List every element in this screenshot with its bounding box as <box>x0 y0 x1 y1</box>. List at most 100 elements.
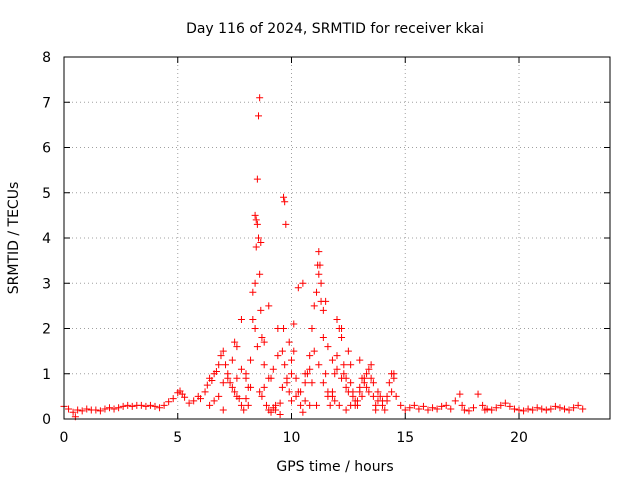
data-point <box>65 405 73 413</box>
data-point <box>306 365 314 373</box>
data-point <box>219 347 227 355</box>
data-point <box>397 401 405 409</box>
data-point <box>228 356 236 364</box>
data-point <box>142 402 150 410</box>
data-point <box>260 338 268 346</box>
x-tick-label: 20 <box>510 430 528 446</box>
data-point <box>308 379 316 387</box>
data-point <box>347 379 355 387</box>
data-point <box>506 402 514 410</box>
data-point <box>338 325 346 332</box>
data-point <box>406 404 414 412</box>
data-point <box>356 356 364 364</box>
data-point <box>365 388 373 396</box>
data-point <box>212 367 220 375</box>
data-point <box>392 392 400 400</box>
data-point <box>231 338 239 346</box>
data-point <box>363 370 371 378</box>
data-point <box>280 193 288 201</box>
data-point <box>282 220 290 228</box>
data-point <box>510 405 518 413</box>
data-point <box>276 399 284 407</box>
data-point <box>281 198 289 206</box>
data-point <box>319 379 327 387</box>
data-point <box>242 370 250 378</box>
data-point <box>344 347 352 355</box>
data-point <box>301 370 309 378</box>
data-point <box>347 361 355 369</box>
data-point <box>233 374 241 382</box>
data-point <box>257 239 265 247</box>
data-point <box>365 365 373 373</box>
data-point <box>447 405 455 413</box>
chart-title: Day 116 of 2024, SRMTID for receiver kka… <box>186 21 484 37</box>
data-point <box>74 406 82 414</box>
data-point <box>201 388 209 396</box>
data-point <box>101 405 109 413</box>
data-point <box>483 405 491 413</box>
data-point <box>369 392 377 400</box>
data-point <box>338 334 346 342</box>
data-point <box>328 388 336 396</box>
data-point <box>342 383 350 391</box>
data-point <box>285 338 293 346</box>
data-point <box>249 288 257 296</box>
data-point <box>242 395 250 403</box>
data-point <box>315 361 323 369</box>
data-point <box>128 402 136 410</box>
data-point <box>247 383 255 391</box>
data-point <box>252 243 260 251</box>
y-tick-label: 7 <box>42 95 51 111</box>
data-point <box>258 334 266 342</box>
data-point <box>297 401 305 409</box>
data-point <box>160 401 168 409</box>
data-point <box>533 404 541 412</box>
data-point <box>369 379 377 387</box>
data-point <box>124 401 132 409</box>
data-point <box>460 406 468 414</box>
data-point <box>222 361 230 369</box>
data-point <box>301 397 309 405</box>
y-tick-label: 5 <box>42 186 51 202</box>
data-point <box>574 401 582 409</box>
data-point <box>252 216 260 224</box>
data-point <box>244 401 252 409</box>
data-point <box>288 370 295 378</box>
data-point <box>556 404 564 412</box>
x-tick-label: 5 <box>173 430 182 446</box>
data-point <box>146 401 154 409</box>
data-point <box>274 352 282 360</box>
data-point <box>333 315 341 323</box>
data-point <box>456 390 464 398</box>
data-point <box>185 399 193 407</box>
data-point <box>579 405 587 413</box>
data-point <box>281 361 289 369</box>
y-tick-label: 2 <box>42 322 51 338</box>
data-point <box>570 404 578 412</box>
data-point <box>249 315 257 323</box>
data-point <box>253 175 261 183</box>
data-point <box>474 390 482 398</box>
data-point <box>349 388 357 396</box>
data-point <box>219 406 227 414</box>
data-point <box>253 343 261 351</box>
data-point <box>278 383 286 391</box>
data-point <box>367 361 375 369</box>
data-point <box>419 402 427 410</box>
data-point <box>115 404 123 412</box>
y-tick-label: 1 <box>42 367 51 383</box>
data-point <box>358 374 366 382</box>
x-tick-label: 10 <box>283 430 301 446</box>
data-point <box>210 397 218 405</box>
data-point <box>165 398 173 406</box>
data-point <box>260 383 268 391</box>
data-point <box>78 407 86 415</box>
data-point <box>190 397 198 405</box>
data-point <box>288 356 295 364</box>
data-point <box>515 406 523 414</box>
data-point <box>342 406 350 414</box>
data-point <box>256 270 264 278</box>
data-point <box>565 406 573 414</box>
data-point <box>253 220 261 228</box>
data-point <box>219 379 227 387</box>
